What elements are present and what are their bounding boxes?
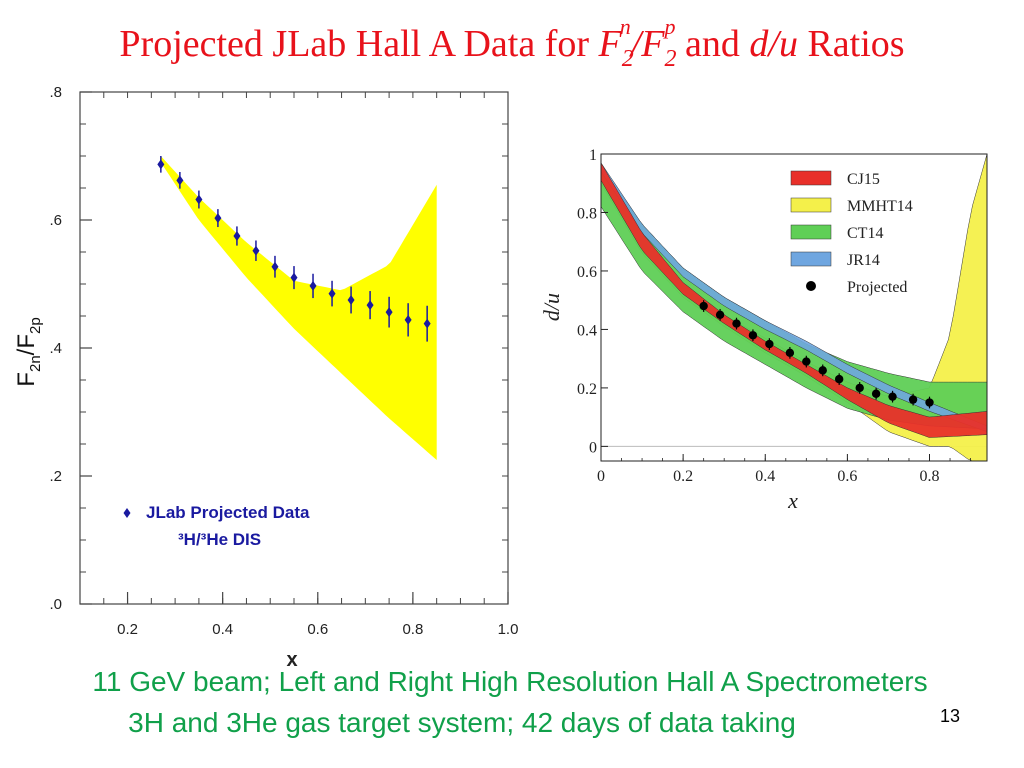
y-tick-label: 0.8 [577, 205, 597, 222]
data-point [423, 318, 431, 329]
projected-point [871, 389, 881, 398]
data-point [252, 245, 260, 256]
data-point [157, 159, 165, 170]
projected-point [699, 301, 708, 311]
data-point [271, 261, 279, 272]
y-tick-label: 1 [589, 147, 597, 164]
footer-line-2: 3H and 3He gas target system; 42 days of… [128, 707, 796, 738]
projected-point [908, 395, 918, 404]
legend-swatch-mmht14 [790, 197, 832, 213]
y-tick-label: 0.6 [577, 264, 597, 281]
data-point [309, 280, 317, 291]
data-point [214, 213, 222, 224]
y-tick-label: .4 [49, 340, 62, 357]
legend-label-jr14: JR14 [847, 252, 880, 269]
data-point [385, 307, 393, 318]
x-tick-label: 0.2 [117, 621, 138, 638]
y-tick-label: .2 [49, 468, 62, 485]
footer-line-1: 11 GeV beam; Left and Right High Resolut… [92, 666, 928, 697]
data-point [233, 231, 241, 241]
y-tick-label: 0.2 [577, 381, 597, 398]
projected-point [732, 319, 741, 328]
projected-point [855, 383, 864, 393]
band-cj15 [601, 162, 987, 438]
projected-point [748, 331, 758, 340]
x-tick-label: 0.8 [920, 468, 940, 485]
projected-point [834, 374, 844, 384]
band-jr14 [601, 162, 987, 433]
legend-label-1: JLab Projected Data [146, 503, 310, 522]
projected-point [925, 398, 934, 407]
plot-area [601, 154, 987, 461]
x-tick-label: 0.8 [402, 621, 423, 638]
x-tick-label: 1.0 [498, 621, 519, 638]
data-point [347, 295, 355, 305]
x-axis-label: x [787, 488, 798, 513]
y-tick-label: .8 [49, 84, 62, 101]
data-point [195, 194, 203, 205]
legend-label-ct14: CT14 [847, 225, 883, 242]
plot-frame [600, 153, 988, 462]
legend-marker [123, 508, 131, 518]
y-tick-label: .6 [49, 212, 62, 229]
y-axis-label: d/u [539, 293, 564, 321]
y-axis-label: F2n/F2p [13, 317, 44, 386]
y-axis-label-sub1: 2n [27, 355, 44, 372]
legend-label-cj15: CJ15 [847, 171, 880, 188]
data-point [366, 300, 374, 311]
y-axis-label-sub2: 2p [27, 317, 44, 334]
x-tick-label: 0 [597, 468, 605, 485]
x-tick-label: 0.6 [307, 621, 328, 638]
projected-point [785, 348, 795, 358]
legend-marker-projected [806, 281, 816, 291]
projected-point [802, 357, 811, 366]
page-number: 13 [940, 706, 961, 726]
x-tick-label: 0.4 [755, 468, 775, 485]
x-tick-label: 0.4 [212, 621, 233, 638]
legend-swatch-ct14 [790, 224, 832, 240]
y-tick-label: 0.4 [577, 322, 597, 339]
f2n-f2p-chart: 0.2 0.4 0.6 0.8 1.0 .0 .2 .4 .6 .8 x F2n/F2p JLab Pr… [13, 84, 519, 671]
legend-label-2: ³H/³He DIS [178, 530, 261, 549]
projected-point [818, 366, 827, 375]
legend-swatch-cj15 [790, 170, 832, 186]
x-tick-label: 0.2 [673, 468, 693, 485]
uncertainty-band [160, 156, 437, 460]
x-axis-label: x [286, 649, 297, 671]
projected-point [888, 392, 897, 401]
legend-swatch-jr14 [790, 251, 832, 267]
y-axis-label-f: F [13, 372, 40, 387]
y-tick-label: 0 [589, 439, 597, 456]
legend-label-projected: Projected [847, 279, 907, 296]
y-tick-label: .0 [49, 596, 62, 613]
data-point [328, 288, 336, 299]
data-point [176, 175, 184, 186]
projected-point [715, 310, 725, 320]
projected-point [765, 339, 774, 349]
y-axis-label-mid: /F [13, 334, 40, 355]
legend-label-mmht14: MMHT14 [847, 198, 913, 215]
title-prefix: Projected JLab Hall A Data for [119, 23, 599, 65]
data-point [404, 314, 412, 325]
slide-title: Projected JLab Hall A Data for F2n/F2p a… [0, 14, 1024, 73]
title-du: d/u [749, 23, 798, 65]
title-and: and [675, 23, 750, 65]
x-tick-label: 0.6 [837, 468, 857, 485]
title-suffix: Ratios [797, 23, 905, 65]
data-point [290, 272, 298, 283]
title-f2n: F2n/F2p [598, 14, 677, 72]
du-ratio-chart: 0 0.2 0.4 0.6 0.8 0 0.2 0.4 0.6 0.8 1 x d/u CJ15 MMHT1… [539, 147, 988, 513]
